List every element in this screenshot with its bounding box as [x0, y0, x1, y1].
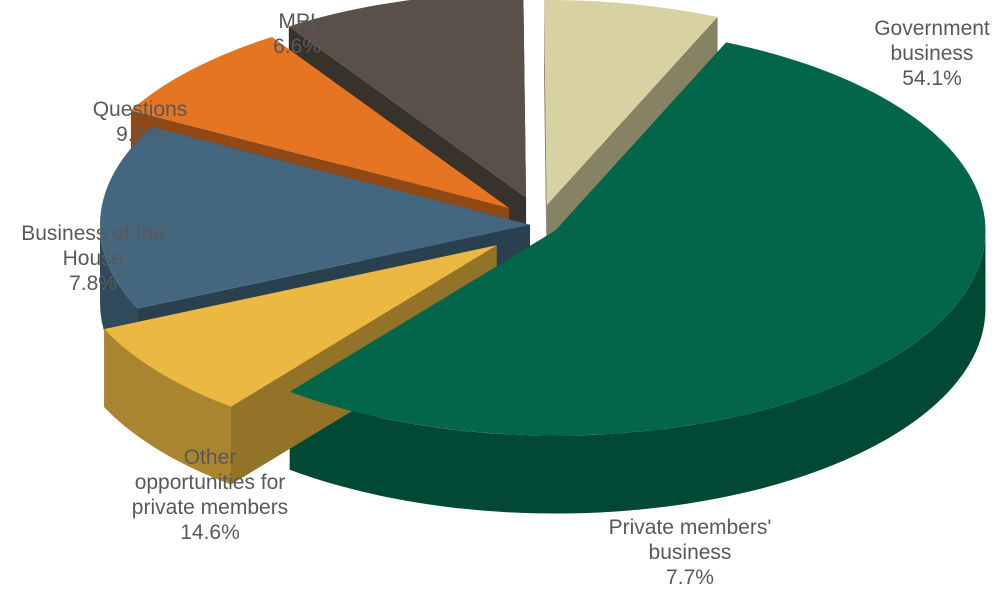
slice-cut-mpi-0 — [544, 0, 547, 284]
slice-government — [289, 42, 986, 436]
slice-tops — [100, 0, 986, 436]
slice-questions — [288, 0, 527, 198]
slice-wall-government-0 — [289, 230, 986, 514]
label-private-members: Private members' business 7.7% — [608, 516, 772, 589]
label-government: Government business 54.1% — [874, 17, 990, 90]
slice-mpi — [544, 0, 718, 206]
slice-wall-private-0 — [104, 329, 231, 485]
slice-private — [104, 245, 497, 407]
label-mpi: MPI 6.6% — [273, 10, 321, 58]
label-other-opportunities: Other opportunities for private members … — [131, 446, 289, 544]
label-questions: Questions 9.2% — [92, 98, 188, 146]
slice-other — [100, 127, 531, 309]
slice-house — [130, 36, 510, 208]
label-business-of-the-house: Business of the House 7.8% — [21, 222, 165, 295]
